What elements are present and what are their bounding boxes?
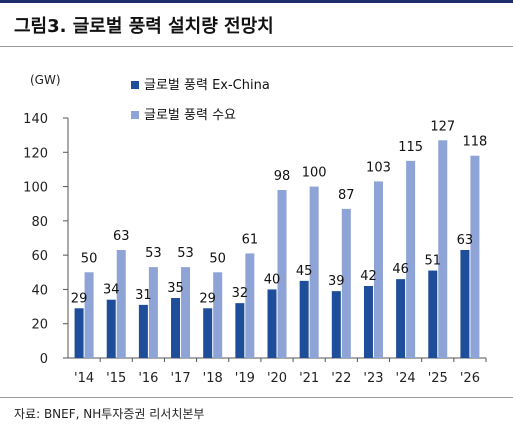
bar-global-demand bbox=[277, 190, 287, 358]
data-label-ex-china: 45 bbox=[296, 264, 313, 279]
source-divider bbox=[0, 397, 513, 398]
y-tick-label: 20 bbox=[31, 318, 48, 333]
y-tick-label: 0 bbox=[40, 352, 48, 367]
x-tick-label: '14 bbox=[74, 371, 94, 386]
x-tick-label: '21 bbox=[299, 371, 319, 386]
data-label-global-demand: 118 bbox=[463, 135, 488, 150]
data-label-ex-china: 29 bbox=[71, 291, 88, 306]
bar-ex-china bbox=[171, 298, 181, 358]
x-tick-label: '16 bbox=[138, 371, 158, 386]
data-label-global-demand: 53 bbox=[177, 246, 194, 261]
data-label-global-demand: 127 bbox=[430, 119, 455, 134]
bar-global-demand bbox=[148, 267, 158, 358]
x-tick-label: '24 bbox=[396, 371, 416, 386]
x-tick-label: '20 bbox=[267, 371, 287, 386]
data-label-ex-china: 46 bbox=[392, 262, 409, 277]
bar-ex-china bbox=[267, 289, 277, 358]
data-label-ex-china: 39 bbox=[328, 274, 345, 289]
data-label-ex-china: 40 bbox=[264, 272, 281, 287]
bar-ex-china bbox=[396, 279, 406, 358]
y-tick-label: 100 bbox=[23, 181, 48, 196]
y-tick-label: 140 bbox=[23, 112, 48, 127]
data-label-global-demand: 103 bbox=[366, 160, 391, 175]
data-label-ex-china: 34 bbox=[103, 283, 120, 298]
bar-ex-china bbox=[203, 308, 213, 358]
data-label-ex-china: 29 bbox=[199, 291, 216, 306]
bar-ex-china bbox=[74, 308, 84, 358]
x-tick-label: '22 bbox=[331, 371, 351, 386]
bar-global-demand bbox=[470, 155, 480, 358]
data-label-global-demand: 50 bbox=[209, 251, 226, 266]
data-label-ex-china: 51 bbox=[424, 254, 441, 269]
bar-global-demand bbox=[406, 160, 416, 358]
data-label-global-demand: 100 bbox=[302, 166, 327, 181]
bar-ex-china bbox=[331, 291, 341, 358]
bar-ex-china bbox=[460, 250, 470, 358]
data-label-global-demand: 87 bbox=[338, 188, 355, 203]
bar-global-demand bbox=[181, 267, 191, 358]
data-label-global-demand: 50 bbox=[81, 251, 98, 266]
page-title: 그림3. 글로벌 풍력 설치량 전망치 bbox=[14, 16, 274, 37]
x-tick-label: '19 bbox=[235, 371, 255, 386]
x-tick-label: '23 bbox=[363, 371, 383, 386]
legend-swatch bbox=[131, 81, 139, 89]
bar-ex-china bbox=[235, 303, 245, 358]
title-bottom-rule bbox=[0, 46, 513, 47]
data-label-ex-china: 42 bbox=[360, 269, 377, 284]
x-tick-label: '15 bbox=[106, 371, 126, 386]
data-label-global-demand: 115 bbox=[398, 140, 423, 155]
bar-global-demand bbox=[213, 272, 223, 358]
data-label-global-demand: 63 bbox=[113, 229, 130, 244]
title-bar: 그림3. 글로벌 풍력 설치량 전망치 bbox=[0, 0, 513, 47]
title-top-rule bbox=[0, 0, 513, 3]
bar-global-demand bbox=[309, 186, 319, 358]
source-note: 자료: BNEF, NH투자증권 리서치본부 bbox=[14, 407, 205, 421]
bar-ex-china bbox=[428, 270, 438, 358]
legend-swatch bbox=[131, 111, 139, 119]
y-tick-label: 40 bbox=[31, 283, 48, 298]
x-tick-label: '18 bbox=[203, 371, 223, 386]
data-label-ex-china: 35 bbox=[167, 281, 184, 296]
y-tick-label: 60 bbox=[31, 249, 48, 264]
bar-ex-china bbox=[299, 280, 309, 358]
bar-global-demand bbox=[116, 250, 126, 358]
bar-ex-china bbox=[106, 299, 116, 358]
data-label-global-demand: 61 bbox=[242, 232, 259, 247]
legend-label: 글로벌 풍력 수요 bbox=[144, 108, 236, 123]
bar-global-demand bbox=[84, 272, 94, 358]
bar-ex-china bbox=[363, 286, 373, 358]
legend-label: 글로벌 풍력 Ex-China bbox=[144, 78, 270, 93]
bar-global-demand bbox=[438, 140, 448, 358]
y-tick-label: 120 bbox=[23, 146, 48, 161]
x-tick-label: '17 bbox=[170, 371, 190, 386]
data-label-ex-china: 32 bbox=[232, 286, 249, 301]
bar-global-demand bbox=[341, 208, 351, 358]
y-unit-label: (GW) bbox=[30, 73, 61, 87]
x-tick-label: '25 bbox=[428, 371, 448, 386]
x-tick-label: '26 bbox=[460, 371, 480, 386]
bar-ex-china bbox=[138, 304, 148, 358]
data-label-global-demand: 53 bbox=[145, 246, 162, 261]
bar-global-demand bbox=[245, 253, 255, 358]
bar-global-demand bbox=[373, 181, 383, 358]
y-tick-label: 80 bbox=[31, 215, 48, 230]
data-label-global-demand: 98 bbox=[274, 169, 291, 184]
data-label-ex-china: 63 bbox=[457, 233, 474, 248]
data-label-ex-china: 31 bbox=[135, 288, 152, 303]
